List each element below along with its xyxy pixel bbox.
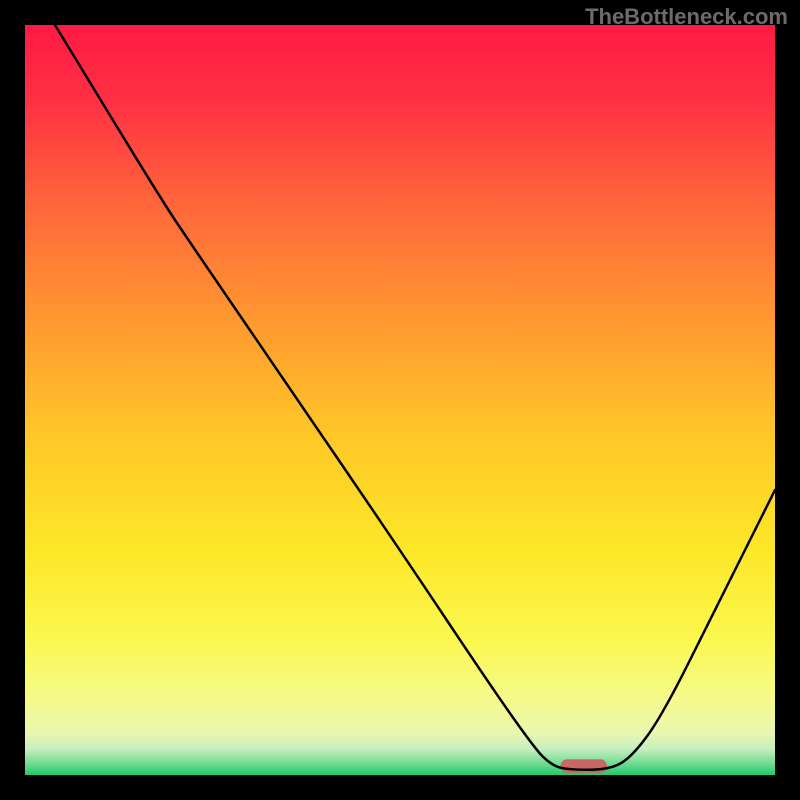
chart-container: TheBottleneck.com [0, 0, 800, 800]
attribution-text: TheBottleneck.com [585, 4, 788, 30]
bottleneck-chart [0, 0, 800, 800]
plot-area [25, 25, 775, 775]
